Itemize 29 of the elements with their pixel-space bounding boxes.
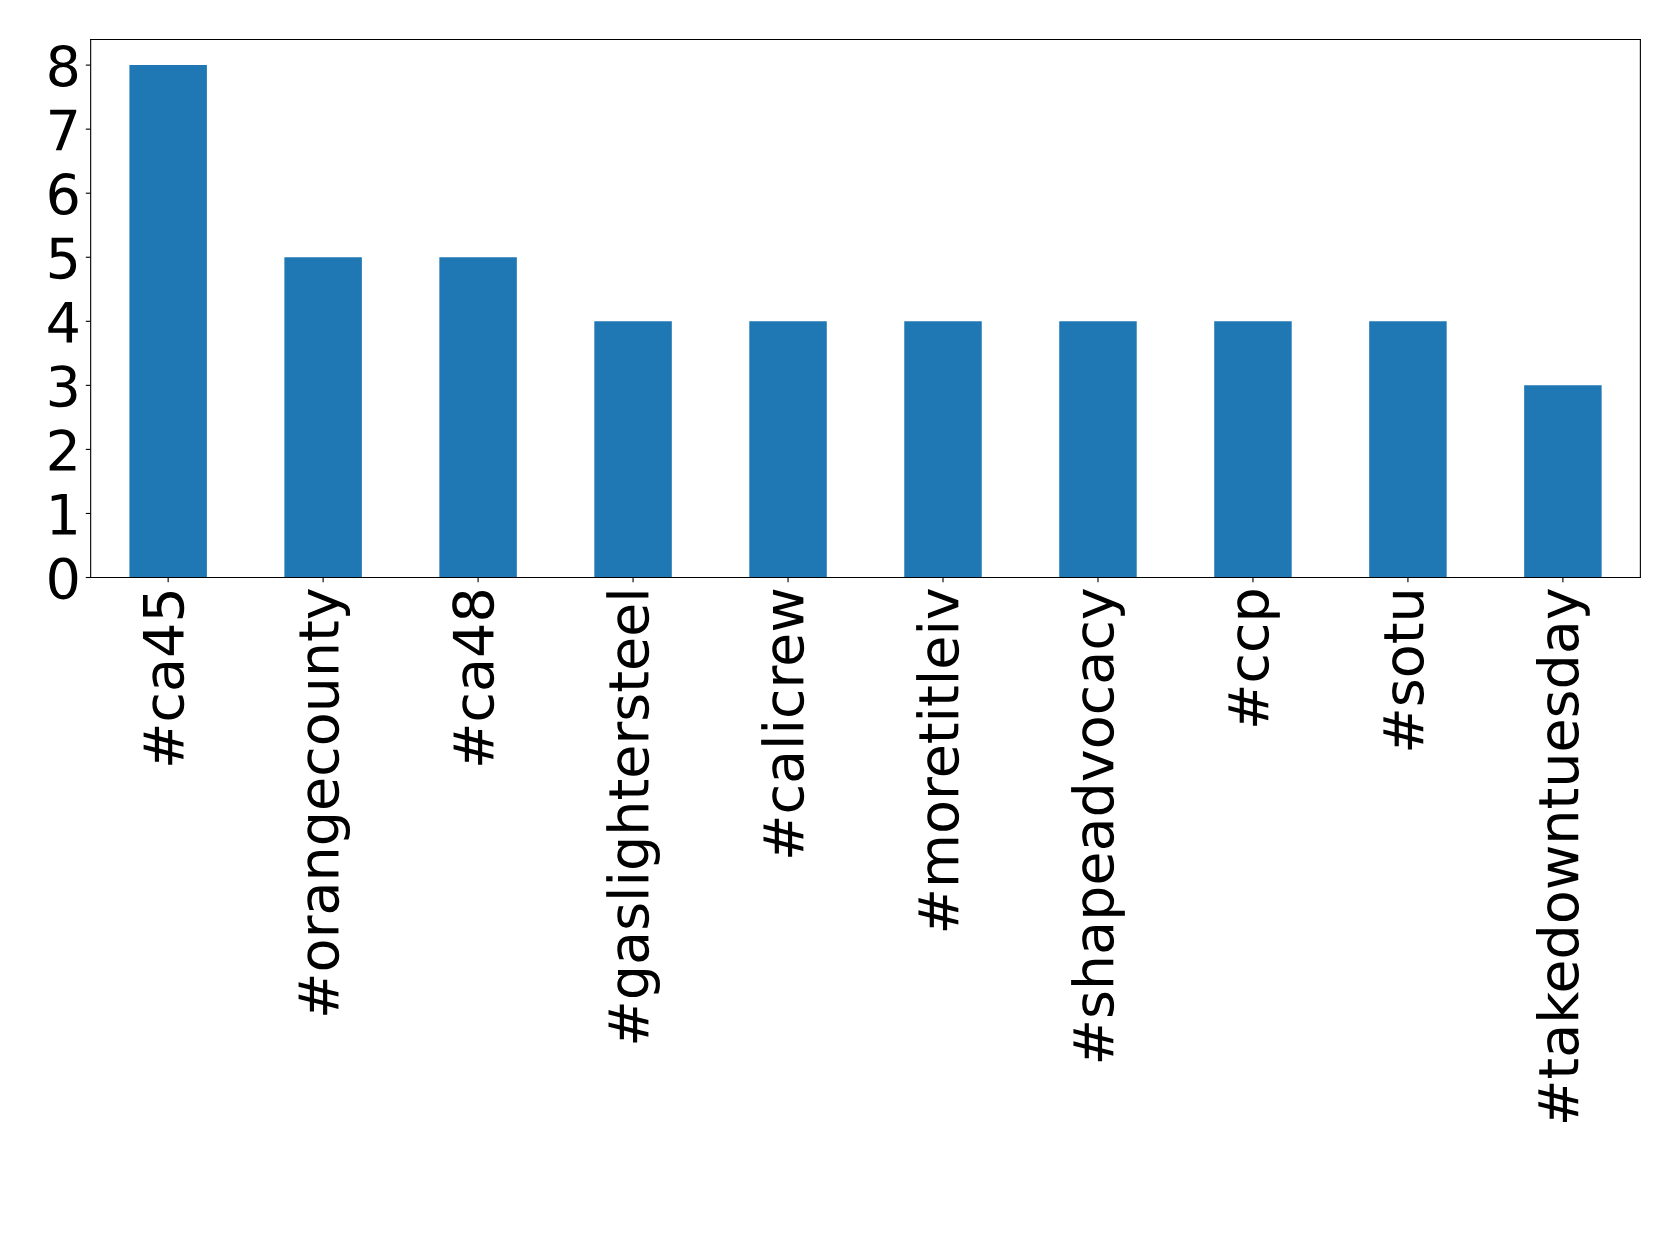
y-tick-label: 6 xyxy=(49,173,78,216)
bar xyxy=(904,321,982,578)
x-tick-label: #shapeadvocacy xyxy=(1071,588,1125,1062)
bar xyxy=(594,321,672,578)
x-tick-label: #sotu xyxy=(1383,592,1425,750)
y-tick-label: 4 xyxy=(48,301,78,343)
x-tick-label: #moretitleiv xyxy=(916,588,960,931)
bar xyxy=(1214,321,1292,578)
x-tick-label: #gaslightersteel xyxy=(606,592,660,1043)
x-tick-label: #ca48 xyxy=(452,591,495,765)
y-tick-label: 5 xyxy=(49,237,77,280)
y-tick-label: 7 xyxy=(50,109,77,151)
bar xyxy=(284,257,362,578)
y-tick-label: 0 xyxy=(49,557,78,600)
y-tick-label: 8 xyxy=(49,44,78,87)
x-tick-label: #ca45 xyxy=(142,592,185,765)
bar xyxy=(1059,321,1137,578)
bar xyxy=(129,65,207,578)
bar xyxy=(749,321,827,578)
y-tick-label: 3 xyxy=(49,365,77,408)
x-tick-label: #orangecounty xyxy=(298,588,351,1015)
x-tick-label: #ccp xyxy=(1228,590,1280,726)
y-tick-label: 2 xyxy=(49,429,76,471)
x-tick-label: #calicrew xyxy=(761,589,805,857)
y-tick-label: 1 xyxy=(51,494,76,535)
x-tick-label: #takedowntuesday xyxy=(1536,588,1590,1122)
bar xyxy=(1524,385,1602,578)
bar xyxy=(1369,321,1447,578)
bar xyxy=(439,257,517,578)
